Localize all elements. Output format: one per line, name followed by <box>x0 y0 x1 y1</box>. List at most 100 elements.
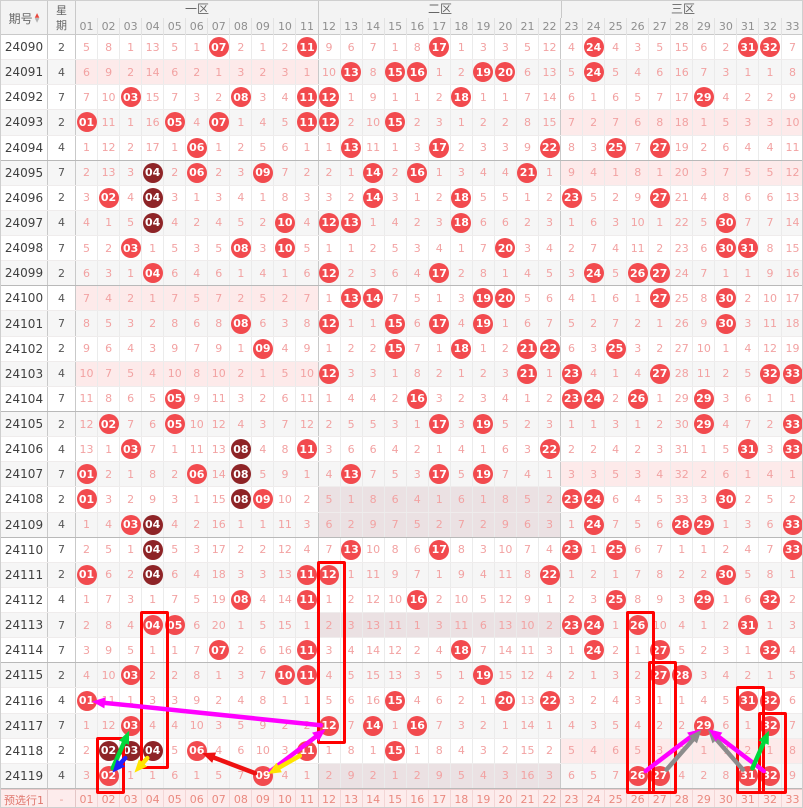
miss-count: 5 <box>171 40 179 54</box>
miss-count: 21 <box>674 191 689 205</box>
preselect-number-07[interactable]: 07 <box>208 790 231 807</box>
miss-cell: 3 <box>494 763 517 788</box>
miss-cell: 3 <box>473 738 495 763</box>
miss-cell: 6 <box>385 261 407 286</box>
ball-cell: 12 <box>319 562 341 587</box>
preselect-number-27[interactable]: 27 <box>649 790 672 807</box>
preselect-number-30[interactable]: 30 <box>715 790 738 807</box>
miss-count: 2 <box>744 291 752 305</box>
preselect-number-33[interactable]: 33 <box>785 793 800 806</box>
preselect-number-23[interactable]: 23 <box>561 790 584 807</box>
miss-cell: 5 <box>98 311 121 336</box>
preselect-number-21[interactable]: 21 <box>517 790 539 807</box>
miss-cell: 3 <box>473 537 495 562</box>
miss-count: 2 <box>105 241 113 255</box>
miss-cell: 7 <box>495 462 517 487</box>
ball-08: 08 <box>230 489 251 510</box>
miss-count: 7 <box>766 543 774 557</box>
miss-cell: 1 <box>340 487 363 512</box>
preselect-number-22[interactable]: 22 <box>539 790 562 807</box>
sort-desc-icon[interactable]: ▼ <box>34 17 40 24</box>
miss-count: 1 <box>149 643 157 657</box>
sort-asc-icon[interactable]: ▲ <box>34 12 40 19</box>
ball-cell: 17 <box>429 462 451 487</box>
miss-count: 11 <box>366 141 381 155</box>
miss-cell: 6 <box>164 60 187 85</box>
miss-count: 10 <box>366 543 381 557</box>
preselect-number-32[interactable]: 32 <box>759 790 782 807</box>
miss-cell: 13 <box>76 437 99 462</box>
miss-cell: 2 <box>120 562 143 587</box>
preselect-number-12[interactable]: 12 <box>319 790 341 807</box>
miss-cell: 2 <box>230 638 253 663</box>
miss-cell: 2 <box>495 738 517 763</box>
preselect-number-02[interactable]: 02 <box>98 790 121 807</box>
preselect-number-20[interactable]: 20 <box>495 790 517 807</box>
preselect-number-24[interactable]: 24 <box>583 790 606 807</box>
preselect-number-09[interactable]: 09 <box>252 790 275 807</box>
preselect-number-01[interactable]: 01 <box>76 790 99 807</box>
miss-cell: 3 <box>715 386 738 411</box>
preselect-number-13[interactable]: 13 <box>341 790 363 807</box>
table-row-24103: 24103 4 10 7 5 4 10 8 10 2 1 5 10 12 3 3 1 8 2 1 2 3 21 1 23 4 1 4 2… <box>1 361 802 387</box>
ball-07: 07 <box>208 112 229 133</box>
preselect-number-18[interactable]: 18 <box>451 790 473 807</box>
miss-count: 2 <box>766 90 774 104</box>
ball-cell: 02 <box>98 185 121 210</box>
issue-column-header[interactable]: 期号 ▲ ▼ <box>1 1 48 35</box>
miss-cell: 3 <box>407 135 429 160</box>
miss-count: 4 <box>656 467 664 481</box>
preselect-number-17[interactable]: 17 <box>429 790 451 807</box>
miss-count: 1 <box>501 90 509 104</box>
preselect-number-25[interactable]: 25 <box>605 790 628 807</box>
miss-count: 10 <box>388 593 403 607</box>
preselect-number-26[interactable]: 26 <box>627 790 650 807</box>
preselect-number-15[interactable]: 15 <box>385 790 407 807</box>
issue-header-label: 期号 <box>8 11 33 26</box>
miss-cell: 2 <box>363 236 385 261</box>
miss-count: 6 <box>457 492 465 506</box>
preselect-number-08[interactable]: 08 <box>230 790 253 807</box>
miss-count: 3 <box>590 141 598 155</box>
miss-cell: 1 <box>472 487 495 512</box>
miss-count: 8 <box>479 266 487 280</box>
miss-cell: 5 <box>208 236 231 261</box>
miss-count: 3 <box>501 769 509 783</box>
preselect-number-05[interactable]: 05 <box>164 790 187 807</box>
ball-cell: 13 <box>341 60 363 85</box>
miss-cell: 4 <box>715 411 738 437</box>
miss-cell: 6 <box>429 688 451 713</box>
miss-cell: 8 <box>429 738 451 763</box>
miss-cell: 1 <box>473 688 495 713</box>
miss-cell: 1 <box>252 35 275 60</box>
miss-cell: 4 <box>186 110 209 135</box>
preselect-number-31[interactable]: 31 <box>737 790 760 807</box>
miss-cell: 15 <box>782 236 803 260</box>
miss-count: 3 <box>193 241 201 255</box>
preselect-number-28[interactable]: 28 <box>671 790 694 807</box>
miss-count: 4 <box>479 769 487 783</box>
preselect-number-04[interactable]: 04 <box>142 790 165 807</box>
ball-cell: 12 <box>319 210 341 236</box>
preselect-number-29[interactable]: 29 <box>693 790 716 807</box>
miss-count: 1 <box>127 266 135 280</box>
preselect-number-19[interactable]: 19 <box>473 790 495 807</box>
miss-count: 4 <box>149 367 157 381</box>
preselect-number-14[interactable]: 14 <box>363 790 385 807</box>
preselect-number-03[interactable]: 03 <box>120 790 143 807</box>
miss-cell: 2 <box>76 160 99 185</box>
sort-icon[interactable]: ▲ ▼ <box>34 12 40 24</box>
miss-count: 7 <box>656 543 664 557</box>
miss-cell: 2 <box>230 135 253 160</box>
preselect-number-11[interactable]: 11 <box>296 790 319 807</box>
preselect-number-06[interactable]: 06 <box>186 790 209 807</box>
preselect-number-16[interactable]: 16 <box>407 790 429 807</box>
miss-cell: 13 <box>362 613 385 638</box>
miss-cell: 3 <box>473 386 495 411</box>
miss-cell: 1 <box>230 110 253 135</box>
miss-count: 5 <box>127 216 135 230</box>
ball-cell: 13 <box>341 135 363 160</box>
ball-cell: 17 <box>429 411 451 437</box>
miss-count: 11 <box>189 442 204 456</box>
preselect-number-10[interactable]: 10 <box>274 790 297 807</box>
